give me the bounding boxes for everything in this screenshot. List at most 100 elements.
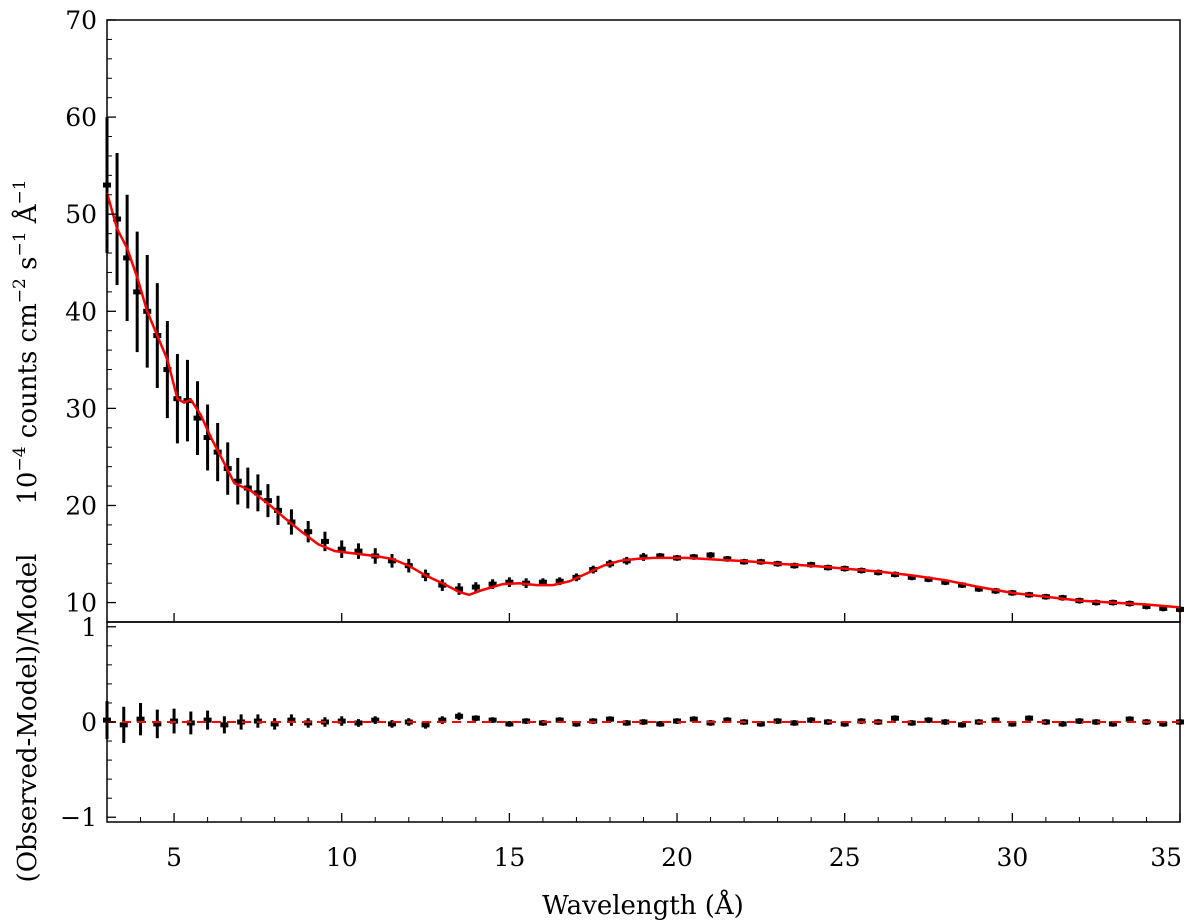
- observed-point: [274, 507, 283, 513]
- y-axis-label-part: −1: [10, 231, 30, 256]
- residual-point: [958, 722, 967, 728]
- residual-point: [1008, 721, 1017, 727]
- observed-point: [123, 255, 132, 261]
- residual-point: [488, 717, 497, 723]
- observed-point: [656, 553, 665, 559]
- observed-point: [505, 579, 514, 585]
- residual-point: [119, 722, 128, 728]
- y-tick-label: 20: [65, 491, 97, 520]
- residual-point: [1075, 718, 1084, 724]
- residual-point: [1025, 715, 1034, 721]
- residual-point: [1092, 719, 1101, 725]
- observed-point: [924, 576, 933, 582]
- observed-point: [723, 556, 732, 562]
- y-axis-label-part: Å: [11, 203, 43, 231]
- residual-point: [136, 716, 145, 722]
- residual-point: [371, 717, 380, 723]
- observed-point: [337, 546, 346, 552]
- y-tick-label: 10: [65, 589, 97, 618]
- residual-point: [622, 720, 631, 726]
- y-axis-label-part: 10: [13, 472, 43, 505]
- residual-point: [471, 715, 480, 721]
- residual-point: [153, 721, 162, 727]
- observed-point: [113, 216, 122, 222]
- residual-point: [505, 721, 514, 727]
- observed-point: [163, 367, 172, 373]
- x-tick-label: 25: [829, 843, 861, 872]
- residual-plot-frame: [106, 621, 1181, 823]
- x-tick-label: 15: [493, 843, 525, 872]
- observed-point: [233, 478, 242, 484]
- observed-point: [193, 415, 202, 421]
- residual-point: [1058, 721, 1067, 727]
- residual-point: [1108, 721, 1117, 727]
- residual-point: [270, 721, 279, 727]
- residual-point: [388, 721, 397, 727]
- residual-point: [689, 716, 698, 722]
- residual-point: [941, 719, 950, 725]
- y-tick-label: −1: [60, 803, 97, 832]
- observed-point: [304, 529, 313, 535]
- residual-y-axis-label: (Observed-Model)/Model: [13, 554, 43, 883]
- residual-point: [890, 715, 899, 721]
- x-tick-label: 5: [166, 843, 182, 872]
- observed-point: [320, 538, 329, 544]
- spectrum-panel: 10 20 30 40 50 60 70: [65, 6, 1184, 623]
- y-tick-label: 40: [65, 297, 97, 326]
- observed-point: [354, 548, 363, 554]
- residual-point: [572, 721, 581, 727]
- y-tick-label: 30: [65, 394, 97, 423]
- residual-point: [203, 717, 212, 723]
- observed-point: [958, 582, 967, 588]
- observed-point: [706, 552, 715, 558]
- x-tick-label: 30: [996, 843, 1028, 872]
- residual-point: [991, 717, 1000, 723]
- observed-point: [1142, 603, 1151, 609]
- observed-point: [471, 584, 480, 590]
- residuals-panel: −1 0 1 5 10 15 20 25 30 35: [60, 613, 1184, 872]
- observed-point: [388, 558, 397, 564]
- residual-point: [1125, 716, 1134, 722]
- residual-point: [237, 719, 246, 725]
- y-tick-label: 1: [81, 613, 97, 642]
- observed-point: [941, 579, 950, 585]
- observed-point: [203, 435, 212, 441]
- y-axis-label-part: −2: [10, 278, 30, 303]
- residual-point: [639, 719, 648, 725]
- residual-point: [756, 721, 765, 727]
- observed-point: [133, 289, 142, 295]
- spectrum-y-axis-label: 10−4 counts cm−2 s−1 Å−1: [10, 179, 43, 504]
- y-tick-label: 60: [65, 103, 97, 132]
- x-axis-label: Wavelength (Å): [542, 889, 744, 921]
- residual-point: [840, 721, 849, 727]
- residual-point: [656, 721, 665, 727]
- observed-point: [974, 586, 983, 592]
- residual-point: [924, 717, 933, 723]
- y-tick-label: 0: [81, 708, 97, 737]
- residual-point: [354, 720, 363, 726]
- residual-point: [605, 716, 614, 722]
- x-tick-label: 20: [661, 843, 693, 872]
- observed-point: [263, 498, 272, 504]
- x-tick-label: 35: [1150, 843, 1182, 872]
- residual-y-ticks: −1 0 1: [60, 613, 116, 832]
- residual-point: [907, 720, 916, 726]
- residual-point: [522, 718, 531, 724]
- residual-x-ticks: 5 10 15 20 25 30 35: [140, 813, 1182, 872]
- residual-point: [723, 717, 732, 723]
- residual-point: [773, 718, 782, 724]
- observed-point: [488, 581, 497, 587]
- residual-point: [220, 722, 229, 728]
- residual-point: [287, 717, 296, 723]
- observed-point: [1159, 605, 1168, 611]
- observed-point: [455, 586, 464, 592]
- residual-point: [438, 717, 447, 723]
- observed-point: [253, 490, 262, 496]
- residual-point: [421, 722, 430, 728]
- spectrum-y-ticks: 10 20 30 40 50 60 70: [65, 6, 116, 623]
- observed-point: [689, 554, 698, 560]
- y-axis-label-part: counts cm: [13, 303, 43, 446]
- residual-point: [555, 717, 564, 723]
